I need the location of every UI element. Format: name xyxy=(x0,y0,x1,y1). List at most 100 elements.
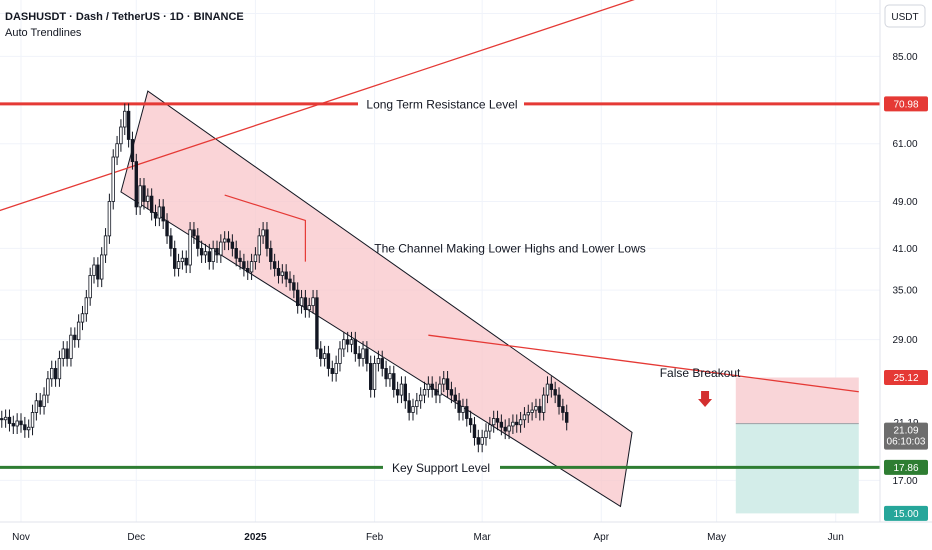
candle xyxy=(326,353,331,369)
channel xyxy=(120,90,633,508)
candle xyxy=(372,363,377,390)
candle xyxy=(530,409,534,413)
candle xyxy=(319,348,323,359)
candle xyxy=(169,235,173,249)
candle xyxy=(69,334,73,359)
resistance-price-badge xyxy=(884,96,928,112)
candle xyxy=(384,368,388,380)
candle xyxy=(422,389,427,396)
candle xyxy=(430,383,434,390)
candle xyxy=(53,368,58,380)
candle xyxy=(292,282,296,291)
candle xyxy=(311,297,315,307)
candle xyxy=(234,248,238,259)
y-tick-label: 29.00 xyxy=(892,335,917,346)
candle xyxy=(434,389,438,396)
candle xyxy=(392,373,396,390)
candle xyxy=(34,400,39,413)
candle xyxy=(196,235,200,249)
candle xyxy=(499,421,504,428)
x-tick-label: Dec xyxy=(127,532,145,543)
candle xyxy=(3,416,8,421)
long-term-trendline xyxy=(0,0,635,212)
candle xyxy=(272,261,277,269)
y-tick-label: 49.00 xyxy=(892,197,917,208)
candle xyxy=(488,424,492,432)
candle xyxy=(288,278,292,284)
candle xyxy=(476,437,481,445)
candle xyxy=(138,185,142,208)
candle xyxy=(119,126,123,145)
candle xyxy=(73,334,77,341)
candle xyxy=(369,363,373,390)
x-tick-label: Feb xyxy=(366,532,384,543)
candle xyxy=(238,257,242,263)
annotations: The Channel Making Lower Highs and Lower… xyxy=(374,241,741,407)
channel-annotation: The Channel Making Lower Highs and Lower… xyxy=(374,241,645,255)
target-price-badge xyxy=(884,505,928,521)
currency-button[interactable] xyxy=(884,4,926,28)
candle xyxy=(26,426,31,431)
candles xyxy=(0,103,569,453)
candle xyxy=(261,229,265,237)
candle xyxy=(207,251,212,263)
candle xyxy=(407,400,411,413)
candle xyxy=(380,358,384,369)
candle xyxy=(334,363,338,374)
y-tick-label: 41.00 xyxy=(892,244,917,255)
candle xyxy=(100,254,104,280)
candle xyxy=(184,257,188,266)
candle xyxy=(7,416,12,424)
candle xyxy=(226,238,231,243)
candle xyxy=(188,229,192,266)
candle xyxy=(61,348,65,359)
candle xyxy=(123,110,127,128)
candle xyxy=(115,143,119,158)
candle xyxy=(199,248,204,256)
candle xyxy=(418,394,423,402)
candle xyxy=(146,195,150,202)
candle xyxy=(449,389,454,396)
candle xyxy=(295,289,300,307)
candle xyxy=(280,271,285,276)
indicator-label: Auto Trendlines xyxy=(5,27,82,39)
candle xyxy=(265,229,269,249)
candle xyxy=(484,430,488,438)
countdown-text: 06:10:03 xyxy=(887,437,926,448)
candle xyxy=(23,424,27,431)
y-tick-label: 61.00 xyxy=(892,139,917,150)
candle xyxy=(345,339,350,345)
candle xyxy=(157,206,162,219)
falling-trendline xyxy=(428,334,859,393)
candle xyxy=(222,238,227,243)
stop-loss-zone xyxy=(735,377,859,424)
entry-price-badge xyxy=(884,422,928,450)
candle xyxy=(445,378,450,390)
candle xyxy=(538,406,542,413)
support-level-label: Key Support Level xyxy=(392,461,490,475)
candle xyxy=(388,373,392,380)
candle xyxy=(111,156,115,202)
candle xyxy=(161,206,165,222)
candle xyxy=(461,406,465,413)
time-scale[interactable]: Nov Dec 2025 Feb Mar Apr May Jun xyxy=(12,532,844,543)
candle xyxy=(142,185,146,202)
candle xyxy=(365,348,369,364)
candle xyxy=(211,248,215,263)
candle xyxy=(11,423,16,427)
candle xyxy=(457,400,461,413)
currency-label: USDT xyxy=(891,12,918,23)
candle xyxy=(549,383,554,390)
candle xyxy=(415,400,419,407)
candle xyxy=(269,248,273,263)
candle xyxy=(230,241,235,249)
candle xyxy=(107,201,112,237)
support-price-badge xyxy=(884,459,928,475)
candle xyxy=(299,297,304,307)
candle xyxy=(246,268,250,273)
candle xyxy=(465,406,469,419)
candle xyxy=(176,261,181,269)
descending-channel xyxy=(120,90,633,508)
